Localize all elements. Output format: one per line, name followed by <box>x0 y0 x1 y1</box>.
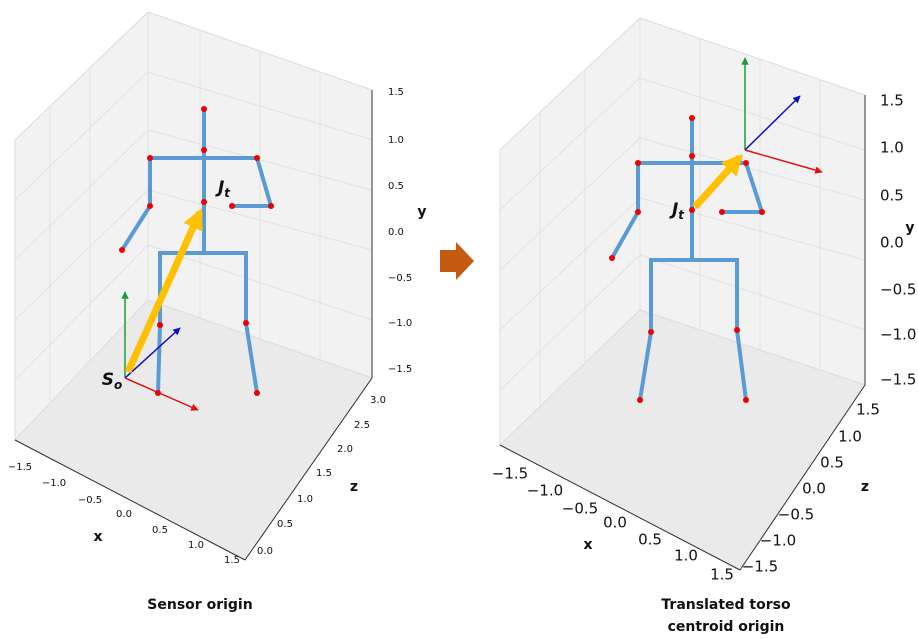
x-tick-label: −0.5 <box>562 500 598 518</box>
y-tick-label: −0.5 <box>388 273 412 284</box>
z-tick-label: 1.0 <box>297 494 313 505</box>
caption: Translated torso <box>661 597 791 613</box>
z-tick-label: 1.0 <box>838 428 862 446</box>
y-tick-label: 0.5 <box>388 181 404 192</box>
skeleton-left <box>119 106 274 411</box>
x-tick-label: −1.5 <box>492 465 528 483</box>
z-tick-label: 2.0 <box>337 444 353 455</box>
x-tick-label: 0.5 <box>152 525 168 536</box>
z-tick-label: −0.5 <box>778 506 814 524</box>
z-tick-label: 1.5 <box>316 468 332 479</box>
y-tick-label: −0.5 <box>880 281 916 299</box>
x-axis-label: x <box>583 537 592 553</box>
y-tick-label: −1.5 <box>388 364 412 375</box>
x-tick-label: 1.5 <box>224 555 240 566</box>
y-axis-label: y <box>417 204 426 220</box>
caption: centroid origin <box>668 619 785 635</box>
x-tick-label: 0.5 <box>638 531 662 549</box>
z-tick-label: 0.0 <box>802 480 826 498</box>
x-axis-label: x <box>93 529 102 545</box>
x-tick-label: 0.0 <box>603 514 627 532</box>
skeleton-right <box>609 57 823 403</box>
z-tick-label: −1.0 <box>760 532 796 550</box>
y-tick-label: −1.0 <box>880 326 916 344</box>
y-tick-label: 1.0 <box>388 135 404 146</box>
y-tick-label: 0.5 <box>880 187 904 205</box>
y-tick-label: −1.5 <box>880 371 916 389</box>
origin-label-subscript: o <box>114 378 122 392</box>
x-tick-label: −1.0 <box>42 478 66 489</box>
z-tick-label: 0.0 <box>257 546 273 557</box>
y-tick-label: −1.0 <box>388 318 412 329</box>
x-tick-label: 0.0 <box>116 509 132 520</box>
z-tick-label: 0.5 <box>277 519 293 530</box>
y-tick-label: 0.0 <box>388 227 404 238</box>
origin-label-base: S <box>102 370 114 390</box>
y-tick-label: 1.5 <box>388 87 404 98</box>
joint-label-base: J <box>215 178 224 198</box>
z-axis-label: z <box>861 479 869 495</box>
joint-label-subscript: t <box>224 186 231 200</box>
z-tick-label: 3.0 <box>370 395 386 406</box>
z-tick-label: 1.5 <box>856 401 880 419</box>
z-tick-label: −1.5 <box>742 558 778 576</box>
x-tick-label: −1.5 <box>8 462 32 473</box>
caption: Sensor origin <box>147 597 252 613</box>
x-tick-label: −1.0 <box>527 482 563 500</box>
z-tick-label: 0.5 <box>820 454 844 472</box>
y-tick-label: 1.5 <box>880 92 904 110</box>
joint-label: Jt <box>669 200 685 222</box>
joint-label-subscript: t <box>678 208 685 222</box>
x-tick-label: −0.5 <box>78 495 102 506</box>
origin-label: So <box>102 370 123 392</box>
z-axis-label: z <box>350 479 358 495</box>
z-tick-label: 2.5 <box>354 420 370 431</box>
joint-label: Jt <box>215 178 231 200</box>
plot-box-right <box>499 17 866 571</box>
x-tick-label: 1.0 <box>674 547 698 565</box>
x-tick-label: 1.0 <box>188 540 204 551</box>
y-tick-label: 0.0 <box>880 234 904 252</box>
y-axis-label: y <box>905 220 914 236</box>
x-tick-label: 1.5 <box>710 566 734 584</box>
joint-label-base: J <box>669 200 678 220</box>
transition-arrow <box>440 242 474 280</box>
y-tick-label: 1.0 <box>880 139 904 157</box>
